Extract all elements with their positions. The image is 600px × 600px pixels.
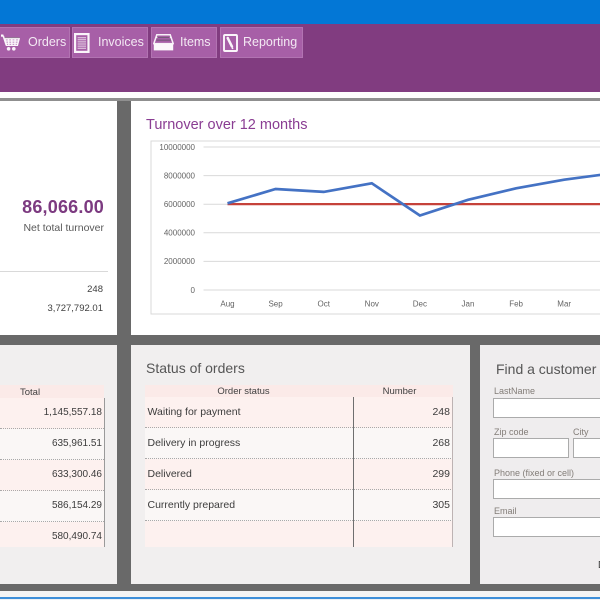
svg-text:0: 0 bbox=[191, 286, 196, 295]
svg-text:Feb: Feb bbox=[509, 300, 523, 309]
svg-text:6000000: 6000000 bbox=[164, 200, 196, 209]
svg-text:Sep: Sep bbox=[268, 300, 283, 309]
svg-text:Mar: Mar bbox=[557, 300, 571, 309]
svg-text:10000000: 10000000 bbox=[159, 143, 195, 152]
svg-text:2000000: 2000000 bbox=[164, 257, 196, 266]
svg-text:Jan: Jan bbox=[462, 300, 475, 309]
svg-text:Oct: Oct bbox=[317, 300, 330, 309]
svg-text:4000000: 4000000 bbox=[164, 229, 196, 238]
svg-text:Dec: Dec bbox=[413, 300, 427, 309]
svg-text:Nov: Nov bbox=[365, 300, 379, 309]
svg-text:8000000: 8000000 bbox=[164, 171, 196, 180]
svg-text:Aug: Aug bbox=[220, 300, 234, 309]
